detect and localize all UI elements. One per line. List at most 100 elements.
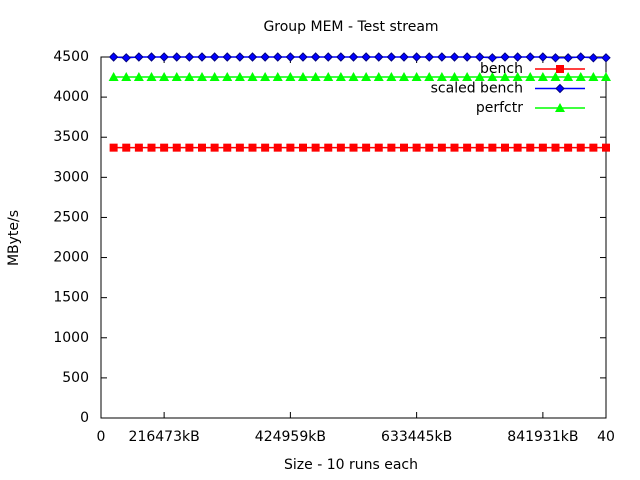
x-tick-label: 424959kB — [255, 429, 326, 445]
marker — [374, 52, 384, 62]
marker — [248, 143, 257, 152]
marker — [323, 72, 334, 82]
marker — [146, 52, 157, 62]
x-tick-label: 633445kB — [381, 429, 452, 445]
marker — [108, 52, 119, 62]
chart-title: Group MEM - Test stream — [263, 19, 438, 35]
marker — [298, 72, 308, 82]
marker — [374, 143, 383, 152]
y-tick-label: 4500 — [53, 49, 89, 65]
marker — [449, 72, 460, 82]
marker — [222, 72, 233, 82]
marker — [525, 72, 536, 82]
marker — [400, 143, 408, 152]
marker — [122, 143, 131, 152]
marker — [310, 52, 321, 62]
legend-marker — [556, 65, 564, 73]
marker — [538, 143, 547, 152]
marker — [108, 72, 119, 82]
marker — [500, 52, 510, 62]
marker — [500, 72, 510, 82]
marker — [121, 53, 131, 63]
marker — [134, 143, 143, 152]
marker — [261, 143, 270, 152]
marker — [260, 72, 271, 82]
y-axis-label: MByte/s — [6, 210, 22, 266]
marker — [373, 72, 384, 82]
marker — [209, 52, 220, 62]
marker — [160, 143, 169, 152]
marker — [348, 72, 359, 82]
legend-label: scaled bench — [431, 81, 523, 97]
y-tick-label: 3500 — [53, 129, 89, 145]
y-tick-label: 1500 — [53, 290, 89, 306]
x-axis-label: Size - 10 runs each — [284, 457, 418, 473]
marker — [501, 143, 509, 152]
marker — [273, 143, 282, 152]
marker — [411, 72, 422, 82]
legend-label: bench — [480, 61, 523, 77]
marker — [588, 72, 599, 82]
marker — [361, 72, 372, 82]
marker — [184, 72, 195, 82]
marker — [272, 72, 283, 82]
y-tick-label: 1000 — [53, 330, 89, 346]
marker — [172, 52, 182, 62]
marker — [210, 143, 219, 152]
marker — [399, 72, 409, 82]
x-tick-label: 40 — [597, 429, 615, 445]
marker — [285, 72, 296, 82]
marker — [512, 52, 523, 62]
marker — [198, 143, 206, 152]
marker — [601, 72, 611, 82]
marker — [386, 52, 397, 62]
marker — [424, 52, 434, 62]
marker — [449, 52, 460, 62]
marker — [235, 52, 245, 62]
marker — [336, 143, 345, 152]
marker — [247, 72, 258, 82]
marker — [563, 53, 573, 63]
marker — [146, 72, 157, 82]
marker — [602, 143, 610, 152]
marker — [399, 52, 409, 62]
marker — [488, 143, 497, 152]
marker — [487, 72, 498, 82]
marker — [386, 72, 397, 82]
marker — [424, 72, 435, 82]
marker — [537, 72, 548, 82]
marker — [133, 72, 144, 82]
marker — [171, 72, 182, 82]
marker — [551, 143, 560, 152]
marker — [222, 52, 232, 62]
y-tick-label: 3000 — [53, 169, 89, 185]
marker — [260, 52, 270, 62]
marker — [564, 143, 573, 152]
marker — [588, 53, 599, 63]
marker — [550, 72, 561, 82]
marker — [538, 52, 548, 62]
y-tick-label: 500 — [62, 370, 89, 386]
marker — [323, 52, 333, 62]
marker — [525, 52, 535, 62]
marker — [576, 52, 586, 62]
plot-border — [100, 56, 607, 419]
marker — [159, 52, 169, 62]
marker — [487, 53, 498, 63]
marker — [121, 72, 132, 82]
series-line — [113, 56, 606, 59]
marker — [412, 143, 421, 152]
marker — [437, 143, 446, 152]
marker — [223, 143, 232, 152]
marker — [349, 143, 358, 152]
marker — [436, 72, 447, 82]
marker — [425, 143, 434, 152]
marker — [550, 53, 561, 63]
y-tick-label: 2500 — [53, 209, 89, 225]
marker — [197, 72, 207, 82]
marker — [235, 143, 244, 152]
marker — [197, 52, 207, 62]
y-tick-label: 2000 — [53, 250, 89, 266]
marker — [575, 72, 586, 82]
